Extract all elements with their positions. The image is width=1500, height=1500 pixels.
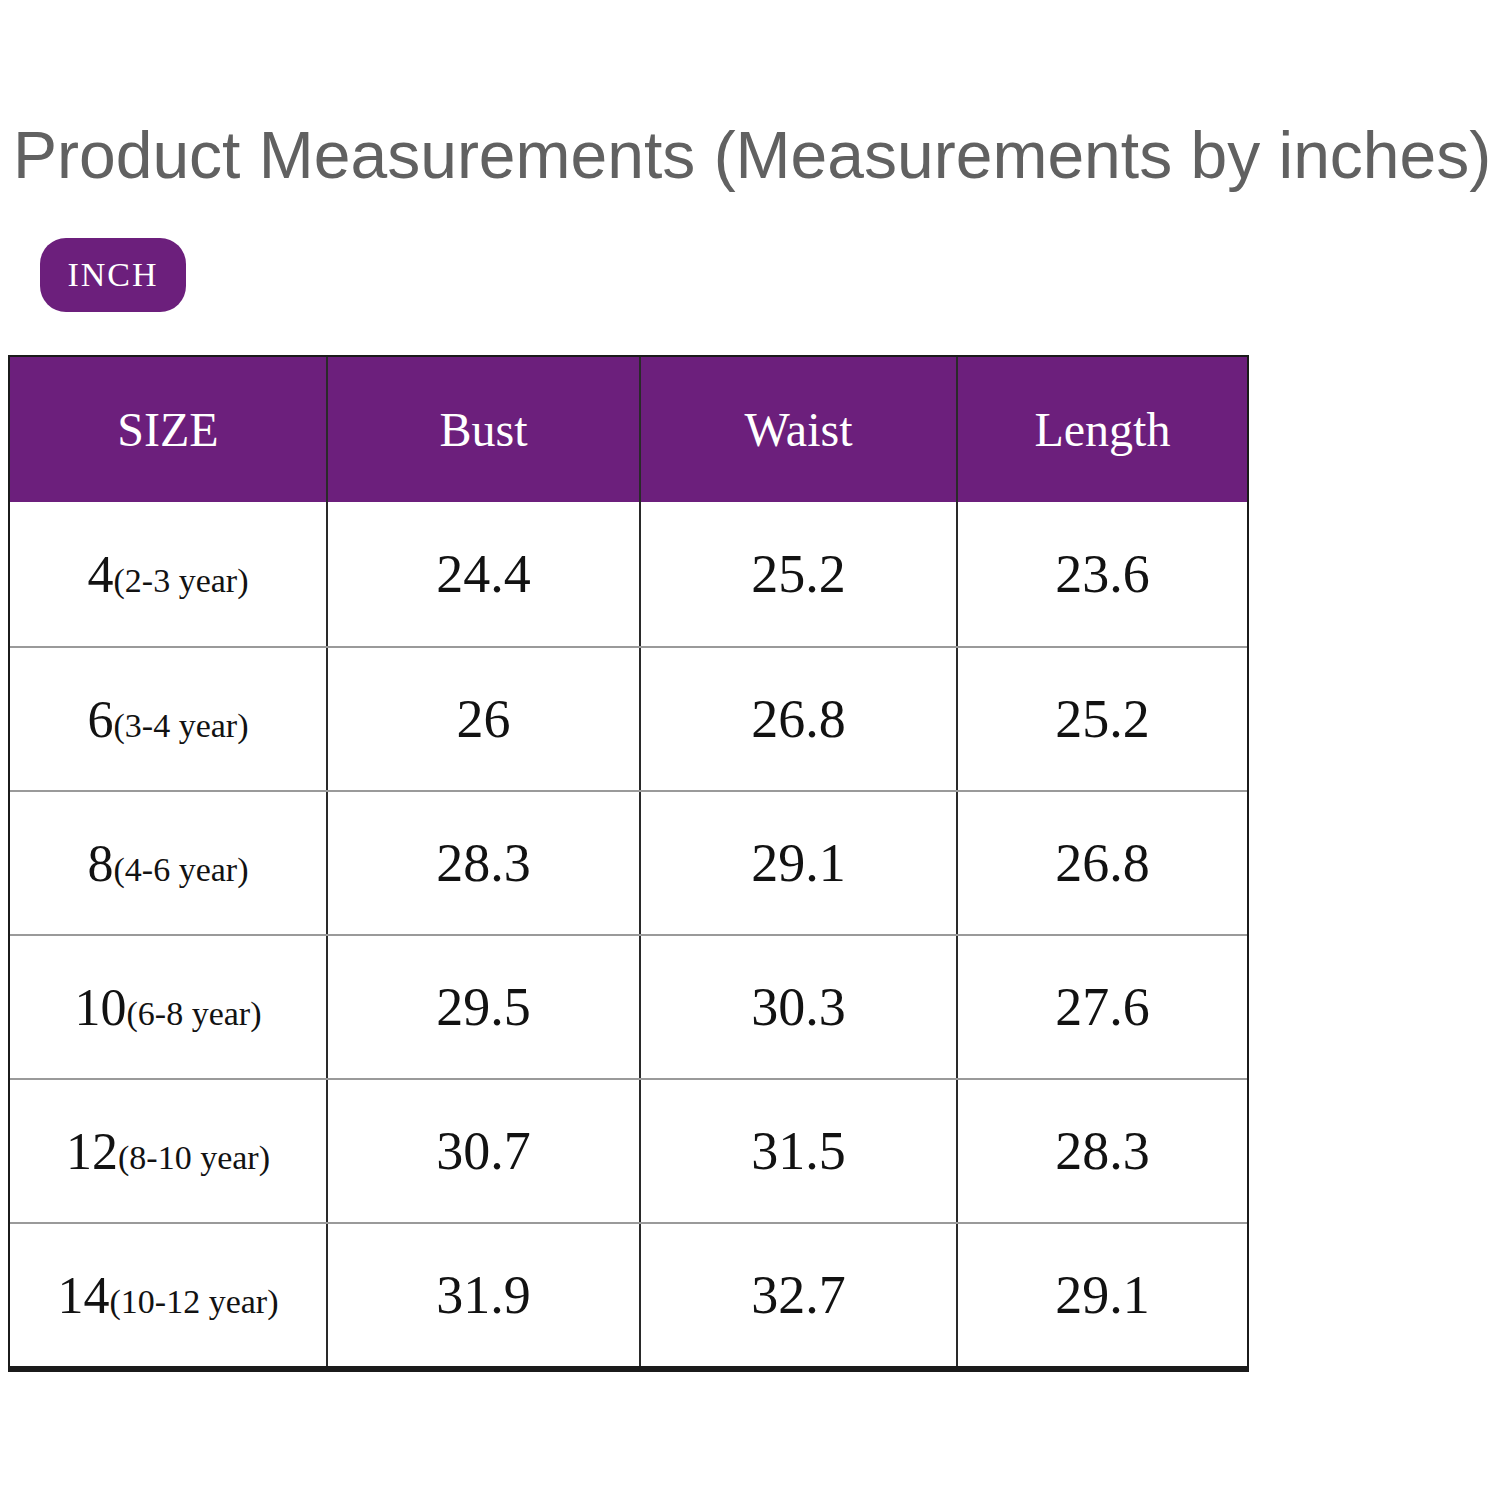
size-cell: 6(3-4 year)	[10, 648, 326, 790]
size-number: 14	[57, 1267, 109, 1324]
size-number: 8	[87, 835, 113, 892]
table-row: 10(6-8 year) 29.5 30.3 27.6	[10, 934, 1247, 1078]
table-header-row: SIZE Bust Waist Length	[10, 357, 1247, 502]
size-number: 10	[74, 979, 126, 1036]
size-age-range: (2-3 year)	[113, 562, 248, 599]
table-row: 14(10-12 year) 31.9 32.7 29.1	[10, 1222, 1247, 1366]
length-value: 27.6	[956, 936, 1247, 1078]
waist-value: 29.1	[639, 792, 956, 934]
waist-value: 31.5	[639, 1080, 956, 1222]
size-cell: 8(4-6 year)	[10, 792, 326, 934]
size-cell: 4(2-3 year)	[10, 502, 326, 646]
measurements-table: SIZE Bust Waist Length 4(2-3 year) 24.4 …	[8, 355, 1249, 1372]
waist-value: 32.7	[639, 1224, 956, 1366]
bust-value: 31.9	[326, 1224, 639, 1366]
header-length: Length	[956, 357, 1247, 502]
page-title: Product Measurements (Measurements by in…	[13, 122, 1491, 188]
length-value: 26.8	[956, 792, 1247, 934]
size-age-range: (3-4 year)	[113, 707, 248, 744]
header-size: SIZE	[10, 357, 326, 502]
length-value: 29.1	[956, 1224, 1247, 1366]
size-label: 8(4-6 year)	[87, 832, 248, 894]
waist-value: 26.8	[639, 648, 956, 790]
bust-value: 24.4	[326, 502, 639, 646]
size-number: 12	[66, 1123, 118, 1180]
size-age-range: (6-8 year)	[126, 995, 261, 1032]
waist-value: 30.3	[639, 936, 956, 1078]
size-cell: 12(8-10 year)	[10, 1080, 326, 1222]
length-value: 25.2	[956, 648, 1247, 790]
size-label: 6(3-4 year)	[87, 688, 248, 750]
size-label: 12(8-10 year)	[66, 1120, 270, 1182]
header-bust: Bust	[326, 357, 639, 502]
bust-value: 28.3	[326, 792, 639, 934]
unit-badge-label: INCH	[67, 256, 158, 294]
waist-value: 25.2	[639, 502, 956, 646]
bust-value: 26	[326, 648, 639, 790]
size-age-range: (8-10 year)	[118, 1139, 270, 1176]
length-value: 23.6	[956, 502, 1247, 646]
bust-value: 29.5	[326, 936, 639, 1078]
length-value: 28.3	[956, 1080, 1247, 1222]
table-row: 4(2-3 year) 24.4 25.2 23.6	[10, 502, 1247, 646]
size-label: 14(10-12 year)	[57, 1264, 278, 1326]
size-label: 4(2-3 year)	[87, 543, 248, 605]
table-row: 6(3-4 year) 26 26.8 25.2	[10, 646, 1247, 790]
header-waist: Waist	[639, 357, 956, 502]
table-row: 8(4-6 year) 28.3 29.1 26.8	[10, 790, 1247, 934]
size-number: 4	[87, 546, 113, 603]
size-number: 6	[87, 691, 113, 748]
bust-value: 30.7	[326, 1080, 639, 1222]
size-label: 10(6-8 year)	[74, 976, 261, 1038]
table-row: 12(8-10 year) 30.7 31.5 28.3	[10, 1078, 1247, 1222]
size-cell: 10(6-8 year)	[10, 936, 326, 1078]
size-age-range: (10-12 year)	[109, 1283, 278, 1320]
unit-badge: INCH	[40, 238, 186, 312]
size-age-range: (4-6 year)	[113, 851, 248, 888]
size-cell: 14(10-12 year)	[10, 1224, 326, 1366]
